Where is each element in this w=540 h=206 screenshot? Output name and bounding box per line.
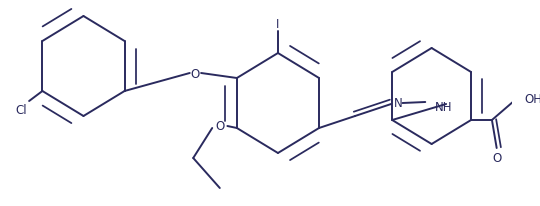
Text: O: O — [492, 152, 501, 165]
Text: N: N — [393, 96, 402, 109]
Text: Cl: Cl — [16, 103, 28, 116]
Text: I: I — [276, 18, 280, 30]
Text: NH: NH — [435, 100, 453, 113]
Text: O: O — [191, 67, 200, 80]
Text: OH: OH — [524, 92, 540, 105]
Text: O: O — [215, 120, 225, 133]
